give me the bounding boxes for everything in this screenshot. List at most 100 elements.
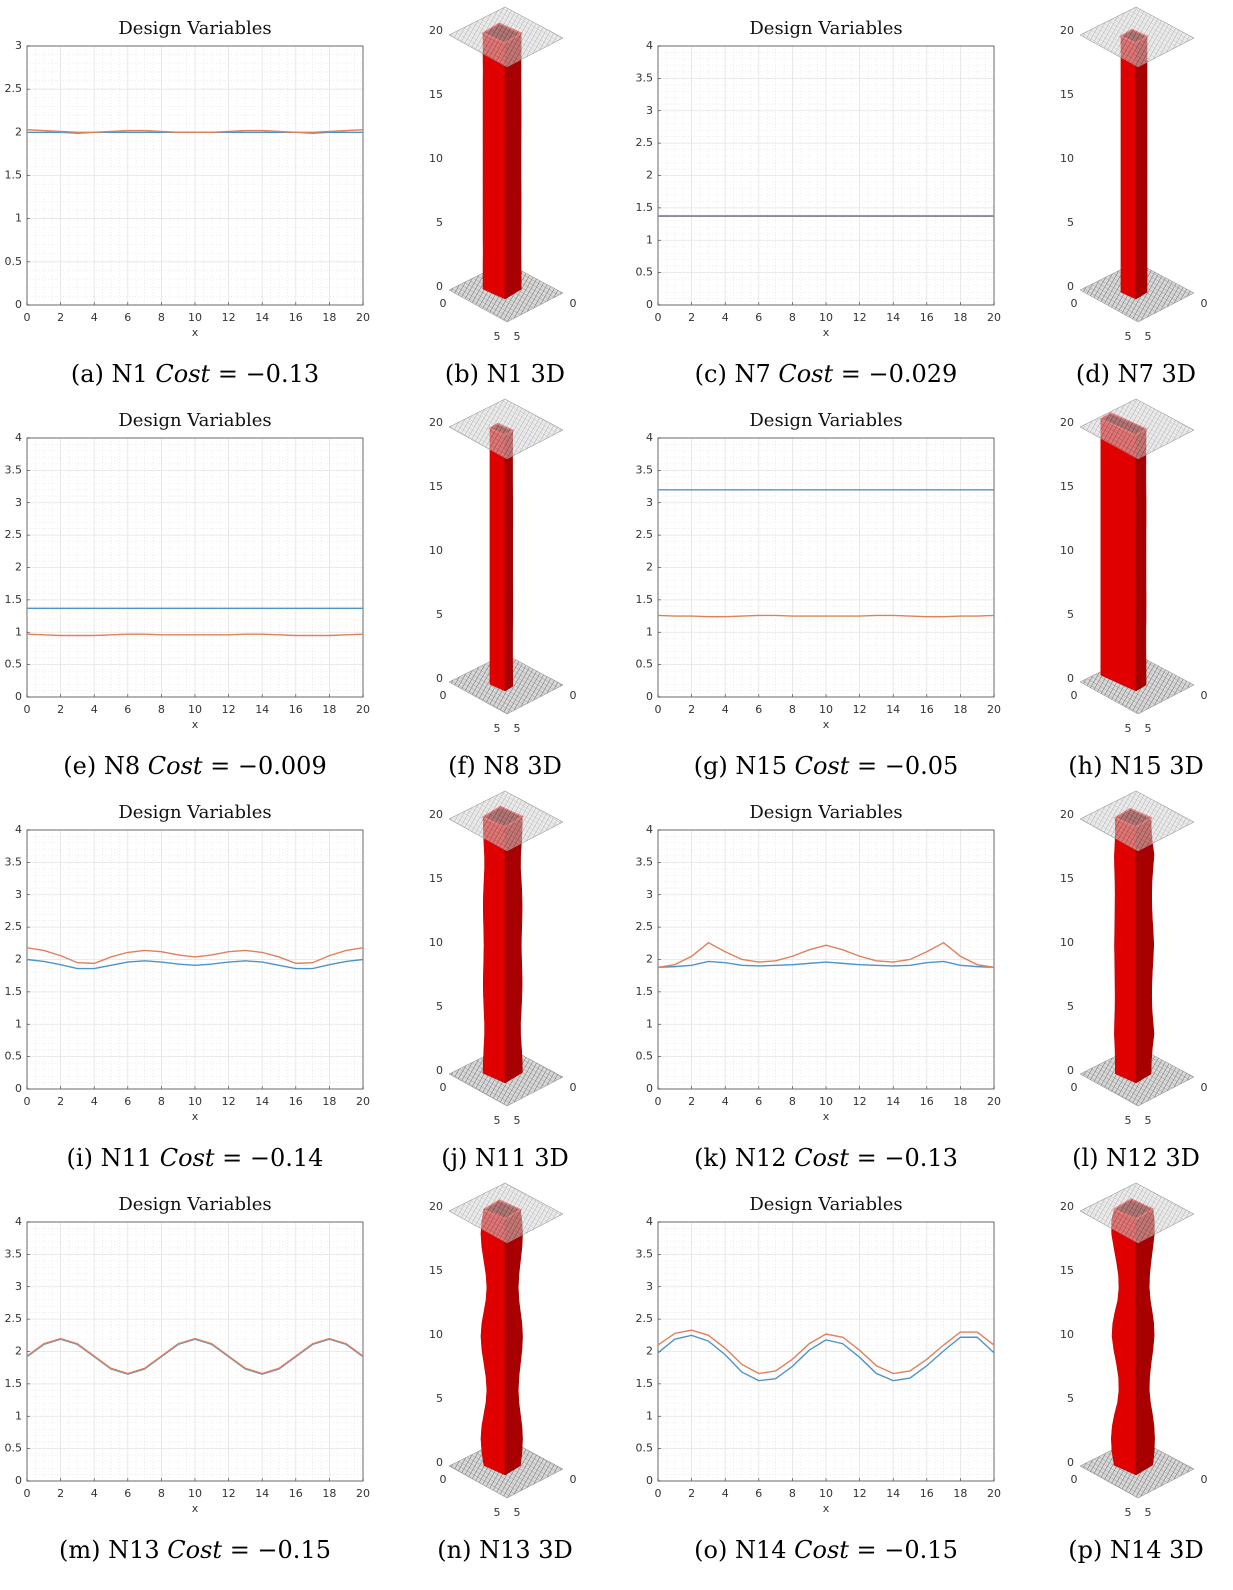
y-tick-label: 0 [570, 1081, 577, 1094]
x-tick-label: 8 [158, 1095, 165, 1108]
x-tick-label: 10 [819, 311, 833, 324]
x-tick-label: 0 [655, 1487, 662, 1500]
x-tick-label: 18 [953, 1487, 967, 1500]
chart-title: Design Variables [118, 1194, 271, 1215]
z-tick-label: 20 [429, 416, 443, 429]
z-tick-label: 5 [436, 1392, 443, 1405]
caption-part: (f) N8 3D [448, 752, 562, 780]
z-tick-label: 5 [1067, 216, 1074, 229]
column-right-face [1136, 429, 1146, 691]
y-tick-label: 0 [15, 1082, 22, 1095]
z-tick-label: 10 [429, 1328, 443, 1341]
y-tick-label: 4 [646, 431, 653, 444]
y-tick-label: 1 [15, 212, 22, 225]
z-tick-label: 0 [436, 280, 443, 293]
y-tick-label: 1 [15, 1409, 22, 1422]
x-tick-label: 2 [57, 311, 64, 324]
x-axis-label: x [192, 1502, 199, 1515]
chart-title: Design Variables [118, 802, 271, 823]
x-tick-label: 4 [722, 311, 729, 324]
column-right-face [505, 1210, 523, 1475]
z-tick-label: 20 [429, 1200, 443, 1213]
x-tick-label: 12 [222, 311, 236, 324]
x-tick-label: 14 [886, 703, 900, 716]
column-right-face [1136, 818, 1154, 1083]
y-tick-label: 1.5 [636, 201, 654, 214]
z-tick-label: 0 [436, 1064, 443, 1077]
x-tick-label: 2 [688, 1487, 695, 1500]
y-tick-label: 2 [646, 169, 653, 182]
x-tick-label: 2 [57, 703, 64, 716]
x-tick-label: 10 [188, 1095, 202, 1108]
x-tick-label: 8 [789, 311, 796, 324]
z-tick-label: 20 [429, 808, 443, 821]
y-tick-label: 4 [646, 1215, 653, 1228]
y-tick-label: 1 [646, 233, 653, 246]
z-tick-label: 20 [1060, 416, 1074, 429]
z-tick-label: 10 [429, 544, 443, 557]
x-tick-label: 0 [440, 689, 447, 702]
x-tick-label: 0 [655, 311, 662, 324]
x-tick-label: 8 [789, 1095, 796, 1108]
x-tick-label: 2 [688, 703, 695, 716]
caption-part: (h) N15 3D [1068, 752, 1204, 780]
x-tick-label: 16 [920, 703, 934, 716]
y-tick-label: 2 [15, 1345, 22, 1358]
y-tick-label: 1 [15, 625, 22, 638]
x-axis-label: x [823, 1110, 830, 1123]
x-tick-label: 8 [158, 311, 165, 324]
y-tick-label: 0 [646, 298, 653, 311]
z-tick-label: 5 [1067, 1392, 1074, 1405]
z-tick-label: 0 [436, 672, 443, 685]
x-axis-label: x [823, 1502, 830, 1515]
y-tick-label: 5 [514, 330, 521, 343]
caption: (g) N15 Cost = −0.05 [694, 752, 959, 780]
y-tick-label: 2.5 [5, 920, 23, 933]
column-right-face [1136, 36, 1147, 299]
z-tick-label: 20 [429, 24, 443, 37]
y-tick-label: 2 [15, 953, 22, 966]
z-tick-label: 0 [1067, 1064, 1074, 1077]
y-tick-label: 3 [646, 888, 653, 901]
caption-part: (b) N1 3D [445, 360, 565, 388]
caption-part: (i) N11 [67, 1144, 160, 1172]
x-tick-label: 0 [1071, 1473, 1078, 1486]
x-tick-label: 14 [886, 1095, 900, 1108]
caption: (b) N1 3D [445, 360, 565, 388]
x-tick-label: 6 [755, 1095, 762, 1108]
z-tick-label: 5 [436, 1000, 443, 1013]
chart-title: Design Variables [749, 1194, 902, 1215]
z-tick-label: 20 [1060, 808, 1074, 821]
x-tick-label: 14 [255, 1487, 269, 1500]
x-tick-label: 8 [158, 1487, 165, 1500]
y-tick-label: 2.5 [636, 136, 654, 149]
x-tick-label: 20 [987, 1487, 1001, 1500]
x-tick-label: 6 [124, 703, 131, 716]
y-tick-label: 5 [1145, 330, 1152, 343]
x-tick-label: 2 [688, 311, 695, 324]
x-tick-label: 0 [1071, 297, 1078, 310]
y-tick-label: 0 [15, 690, 22, 703]
z-tick-label: 10 [1060, 544, 1074, 557]
x-tick-label: 5 [1125, 1506, 1132, 1519]
x-tick-label: 0 [655, 1095, 662, 1108]
caption-part: (e) N8 [63, 752, 147, 780]
y-tick-label: 3.5 [636, 463, 654, 476]
y-tick-label: 5 [1145, 722, 1152, 735]
chart-title: Design Variables [118, 18, 271, 39]
top-plane [449, 7, 563, 67]
x-tick-label: 20 [987, 311, 1001, 324]
top-plane [1080, 399, 1194, 459]
z-tick-label: 0 [1067, 672, 1074, 685]
z-tick-label: 20 [1060, 24, 1074, 37]
y-tick-label: 3 [15, 1280, 22, 1293]
caption-part: = −0.13 [210, 360, 319, 388]
x-tick-label: 16 [920, 311, 934, 324]
caption: (k) N12 Cost = −0.13 [694, 1144, 958, 1172]
x-axis-label: x [192, 718, 199, 731]
x-tick-label: 8 [789, 1487, 796, 1500]
y-tick-label: 1.5 [5, 1377, 23, 1390]
x-tick-label: 4 [91, 311, 98, 324]
x-tick-label: 0 [1071, 1081, 1078, 1094]
x-tick-label: 6 [124, 1487, 131, 1500]
